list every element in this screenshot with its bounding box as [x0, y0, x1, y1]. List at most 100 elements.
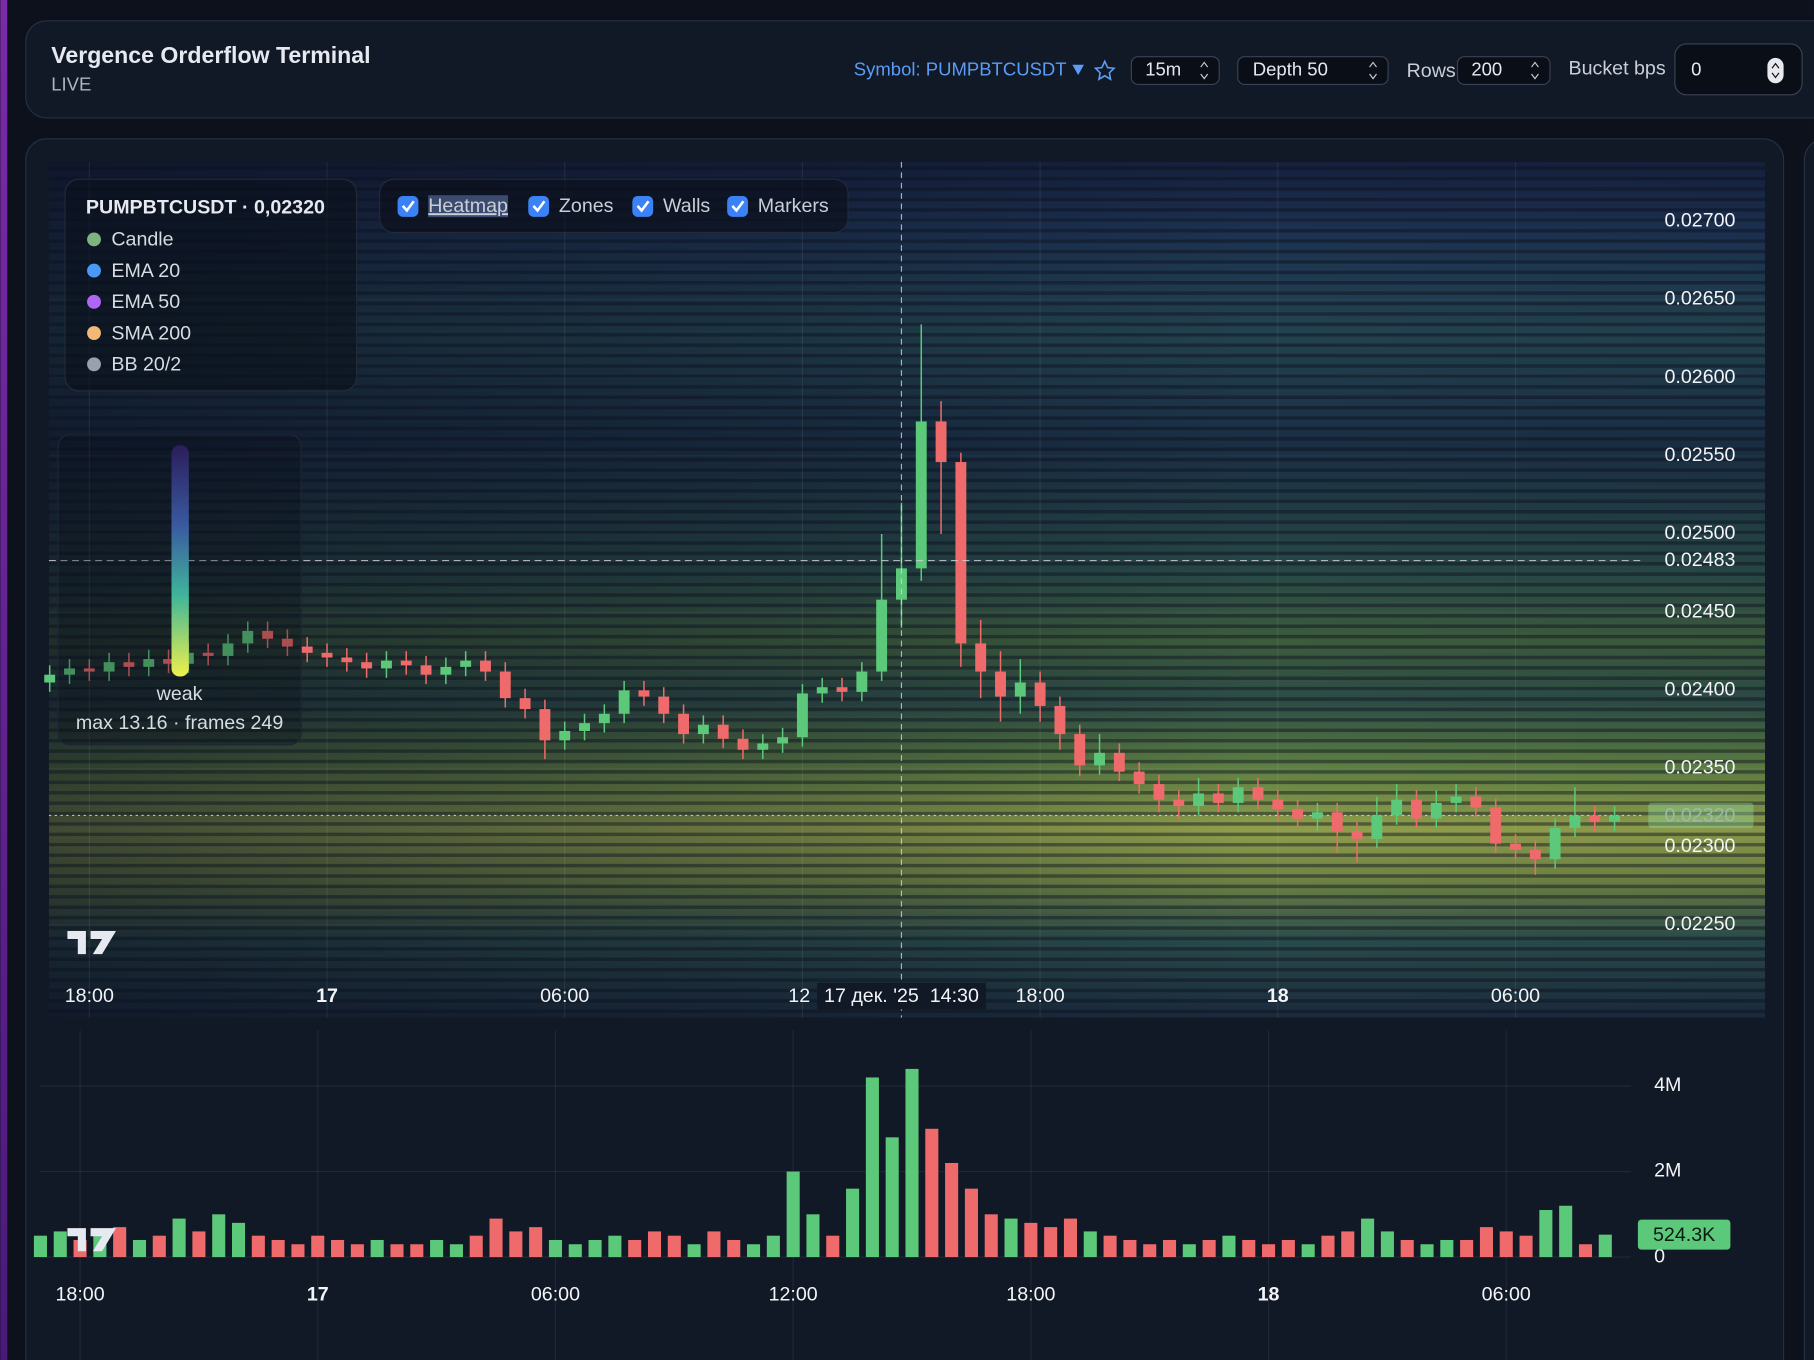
volume-bar [390, 1244, 403, 1257]
candle-body [1451, 797, 1462, 803]
symbol-selector[interactable]: Symbol: PUMPBTCUSDT [854, 58, 1067, 79]
x-tick-label: 17 [307, 1283, 329, 1305]
x-tick-label: 18:00 [1006, 1283, 1055, 1305]
candle-body [1134, 772, 1145, 785]
candle-body [1470, 797, 1481, 808]
volume-bar [905, 1069, 918, 1257]
app-title: Vergence Orderflow Terminal [51, 42, 370, 68]
legend-label: BB 20/2 [111, 354, 181, 376]
volume-bar [1420, 1244, 1433, 1257]
y-tick-label: 0.02250 [1664, 913, 1735, 935]
volume-bar [628, 1240, 641, 1257]
legend-label: SMA 200 [111, 322, 191, 344]
legend-dot [87, 326, 101, 340]
volume-bar [1084, 1231, 1097, 1257]
spinner[interactable] [1767, 58, 1783, 83]
volume-bar [727, 1240, 740, 1257]
legend-dot [87, 264, 101, 278]
x-tick-label: 06:00 [540, 985, 589, 1007]
rows-value: 200 [1471, 58, 1502, 79]
toggle-label[interactable]: Markers [758, 195, 829, 217]
y-tick-label: 0.02450 [1664, 600, 1735, 622]
volume-tick-label: 2M [1654, 1160, 1681, 1182]
candle-body [876, 600, 887, 672]
toggle-label[interactable]: Walls [663, 195, 710, 217]
volume-bar [589, 1240, 602, 1257]
volume-bar [371, 1240, 384, 1257]
toggle-label[interactable]: Zones [559, 195, 614, 217]
x-tick-label: 06:00 [1482, 1283, 1531, 1305]
candle-body [1352, 831, 1363, 839]
volume-bar [925, 1129, 938, 1257]
candle-body [1074, 734, 1085, 765]
volume-bar [985, 1214, 998, 1257]
volume-bar [1579, 1244, 1592, 1257]
candle-body [599, 714, 610, 723]
candle-body [520, 698, 531, 709]
volume-bar [291, 1244, 304, 1257]
candle-body [500, 672, 511, 699]
volume-bar [569, 1244, 582, 1257]
candle-body [1173, 800, 1184, 806]
candle-body [718, 725, 729, 739]
volume-bar [212, 1214, 225, 1257]
toggle[interactable]: Heatmap [398, 195, 508, 217]
volume-bar [1520, 1236, 1533, 1257]
volume-bar [1222, 1236, 1235, 1257]
candle-body [302, 647, 313, 653]
volume-bar [1599, 1235, 1612, 1257]
candle-body [1550, 828, 1561, 859]
volume-bar [549, 1240, 562, 1257]
volume-bar [351, 1244, 364, 1257]
volume-bar [153, 1236, 166, 1257]
checkbox[interactable] [398, 197, 418, 217]
volume-bar [1024, 1223, 1037, 1257]
volume-bar [608, 1236, 621, 1257]
volume-bar [113, 1227, 126, 1257]
candle-body [1193, 794, 1204, 807]
intensity-stats: max 13.16 · frames 249 [76, 712, 283, 734]
candle-body [361, 662, 372, 668]
checkbox[interactable] [728, 197, 748, 217]
volume-bar [1104, 1236, 1117, 1257]
x-tick-label: 18 [1258, 1283, 1280, 1305]
candle-body [955, 462, 966, 643]
status: LIVE [51, 73, 91, 94]
x-tick-label: 06:00 [531, 1283, 580, 1305]
volume-bar [1242, 1240, 1255, 1257]
volume-bar [1460, 1240, 1473, 1257]
y-tick-label: 0.02500 [1664, 522, 1735, 544]
volume-bar [1440, 1240, 1453, 1257]
x-tick-label: 18:00 [55, 1283, 104, 1305]
volume-bar [1064, 1219, 1077, 1257]
candle-body [1609, 815, 1620, 821]
y-tick-label: 0.02550 [1664, 444, 1735, 466]
candle-body [698, 725, 709, 734]
candle-body [916, 421, 927, 568]
candle-body [856, 672, 867, 692]
volume-bar [450, 1244, 463, 1257]
last-price-label: 0.02320 [1664, 805, 1735, 827]
toggle-label[interactable]: Heatmap [428, 195, 508, 217]
volume-bar [1321, 1236, 1334, 1257]
volume-bar [1203, 1240, 1216, 1257]
candle-body [678, 714, 689, 734]
volume-bar [1302, 1244, 1315, 1257]
volume-bar [1163, 1240, 1176, 1257]
candle-body [1391, 800, 1402, 816]
checkbox[interactable] [633, 197, 653, 217]
toggle[interactable]: Walls [633, 195, 711, 217]
candle-body [936, 421, 947, 462]
x-tick-label: 12 [788, 985, 810, 1007]
legend-label: EMA 20 [111, 260, 180, 282]
checkbox[interactable] [529, 197, 549, 217]
candle-body [1094, 753, 1105, 766]
candle-body [1431, 803, 1442, 819]
volume-bar [866, 1077, 879, 1257]
volume-bar [945, 1163, 958, 1257]
toggle[interactable]: Zones [529, 195, 614, 217]
toggle[interactable]: Markers [728, 195, 829, 217]
volume-bar [1480, 1227, 1493, 1257]
